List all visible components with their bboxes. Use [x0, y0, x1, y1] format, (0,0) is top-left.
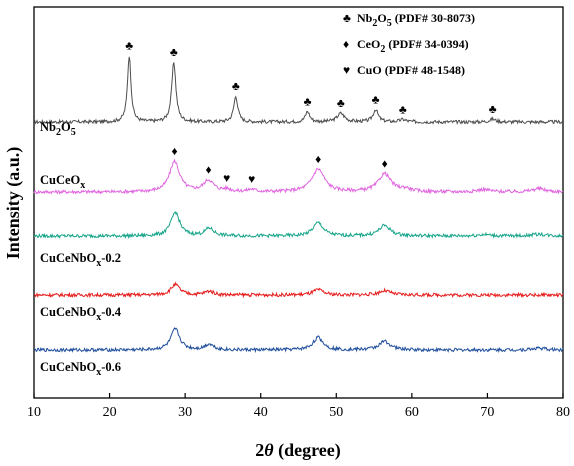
legend-label-subscript: 2 [372, 18, 377, 29]
peak-marker: ♣ [170, 45, 178, 59]
series-label-subscript: x [96, 367, 101, 378]
series-label-subscript: x [80, 180, 85, 191]
series-label: Nb2O5 [40, 120, 76, 138]
peak-marker: ♥ [248, 172, 255, 186]
peak-marker: ♣ [304, 94, 312, 108]
legend-label-subscript: 5 [387, 18, 392, 29]
series-label: CuCeNbOx-0.6 [40, 360, 121, 378]
legend-label-text: (PDF# 48-1548) [382, 63, 465, 77]
series-line [33, 56, 564, 125]
x-tick-label: 10 [27, 405, 41, 420]
legend-label-text: CeO [357, 37, 380, 51]
plot-frame [33, 6, 564, 399]
legend-symbol: ♥ [343, 63, 350, 77]
series-label-text: CuCeO [40, 173, 81, 187]
legend-label-text: (PDF# 34-0394) [385, 37, 468, 51]
x-tick-label: 60 [405, 405, 419, 420]
legend-label-subscript: 2 [380, 44, 385, 55]
x-tick-label: 20 [103, 405, 117, 420]
peak-marker: ♦ [315, 152, 321, 166]
peak-marker: ♦ [172, 144, 178, 158]
legend-label-text: O [377, 11, 386, 25]
y-axis-title: Intensity (a.u.) [3, 147, 24, 260]
x-axis-title-unit: (degree) [274, 440, 341, 461]
series-group: ♣ ♣♣♣ ♣ ♣♣ ♣Nb2O5♦♦♥ ♥♦ ♦CuCeOxCuCeNbOx-0.2CuC… [33, 38, 564, 378]
series-label-text: O [61, 120, 71, 134]
series-label-text: CuCeNbO [40, 305, 97, 319]
series-label-text: CuCeNbO [40, 251, 97, 265]
peak-marker: ♣ [399, 102, 407, 116]
series-label-subscript: 2 [56, 127, 61, 138]
peak-marker: ♣ [232, 79, 240, 93]
peak-marker: ♣ [489, 102, 497, 116]
series-label-subscript: 5 [71, 127, 76, 138]
legend-symbol: ♣ [343, 11, 351, 25]
legend-label: CuO (PDF# 48-1548) [357, 63, 465, 77]
series-line [33, 327, 564, 354]
peak-marker: ♥ [223, 171, 230, 185]
series-label-subscript: x [96, 312, 101, 323]
series-label-text: -0.6 [101, 360, 121, 374]
peak-marker: ♦ [382, 156, 388, 170]
series-label-text: -0.4 [101, 305, 122, 319]
x-tick-label: 40 [254, 405, 268, 420]
series-line [33, 211, 564, 240]
peak-marker: ♣ [372, 92, 380, 106]
peak-marker: ♣ [337, 96, 345, 110]
x-tick-label: 50 [329, 405, 343, 420]
x-tick-label: 80 [556, 405, 570, 420]
x-tick-label: 70 [480, 405, 494, 420]
legend-label-text: (PDF# 30-8073) [392, 11, 475, 25]
series-label: CuCeNbOx-0.4 [40, 305, 122, 323]
peak-marker: ♣ [125, 38, 133, 52]
series-line [33, 158, 564, 195]
x-axis-title-symbol: θ [264, 440, 274, 460]
series-label: CuCeOx [40, 173, 85, 191]
x-axis: 10 20 30 40 50 60 70 80 [27, 393, 570, 420]
series-label-text: CuCeNbO [40, 360, 97, 374]
series-label-text: Nb [40, 120, 56, 134]
x-axis-title-number: 2 [255, 440, 264, 460]
legend-label: Nb2O5 (PDF# 30-8073) [357, 11, 475, 29]
peak-marker: ♦ [206, 162, 212, 176]
x-tick-label: 30 [178, 405, 192, 420]
series-label: CuCeNbOx-0.2 [40, 251, 121, 269]
legend-label-text: CuO [357, 63, 382, 77]
legend: ♣ Nb2O5 (PDF# 30-8073)♦ CeO2 (PDF# 34-0394… [343, 11, 475, 77]
series-label-subscript: x [96, 258, 101, 269]
legend-symbol: ♦ [343, 37, 349, 51]
legend-label: CeO2 (PDF# 34-0394) [357, 37, 469, 55]
series-line [33, 281, 564, 299]
legend-label-text: Nb [357, 11, 373, 25]
series-label-text: -0.2 [101, 251, 121, 265]
x-axis-title: 2θ (degree) [255, 440, 340, 461]
